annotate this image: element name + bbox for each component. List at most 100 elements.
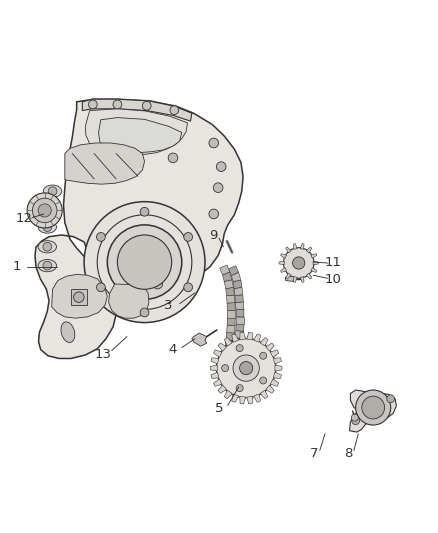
Circle shape [88,100,97,109]
Polygon shape [224,337,232,346]
Polygon shape [240,332,246,340]
Polygon shape [273,358,281,364]
Circle shape [48,187,57,196]
Polygon shape [229,266,239,276]
Polygon shape [232,334,239,342]
Circle shape [236,385,243,392]
Polygon shape [233,345,243,353]
Polygon shape [270,379,279,386]
Circle shape [236,345,243,352]
Polygon shape [210,365,217,371]
Polygon shape [227,318,235,326]
Polygon shape [254,334,261,342]
Polygon shape [226,325,235,333]
Circle shape [113,100,122,109]
Circle shape [184,283,193,292]
Polygon shape [293,277,297,282]
Ellipse shape [38,221,57,233]
Circle shape [170,106,179,115]
Text: 4: 4 [169,343,177,356]
Polygon shape [235,295,244,303]
Polygon shape [281,268,286,272]
Circle shape [32,198,57,223]
Polygon shape [224,280,233,289]
Polygon shape [306,247,312,253]
Polygon shape [260,390,268,399]
Polygon shape [227,303,235,310]
Polygon shape [226,287,234,296]
Polygon shape [235,330,244,338]
Polygon shape [273,372,281,378]
Text: 11: 11 [325,256,341,269]
Polygon shape [286,247,291,253]
Polygon shape [224,390,232,399]
Polygon shape [232,351,241,360]
Polygon shape [218,343,226,351]
Circle shape [209,138,219,148]
Circle shape [240,361,253,375]
Circle shape [96,232,105,241]
Ellipse shape [38,260,57,272]
Polygon shape [85,109,187,155]
Polygon shape [231,272,241,281]
Text: 13: 13 [95,348,111,361]
Polygon shape [300,244,304,249]
Polygon shape [71,289,87,305]
Text: 5: 5 [215,402,223,415]
Polygon shape [254,394,261,402]
Polygon shape [350,390,396,432]
Circle shape [352,417,360,425]
Circle shape [107,225,182,300]
Circle shape [43,243,52,251]
Polygon shape [211,358,219,364]
Circle shape [387,395,395,403]
Ellipse shape [38,241,57,253]
Polygon shape [227,310,235,318]
Polygon shape [223,272,232,281]
Polygon shape [236,302,244,310]
Circle shape [362,396,385,419]
Circle shape [140,207,149,216]
Circle shape [351,414,358,421]
Text: 3: 3 [164,300,173,312]
Polygon shape [311,268,317,272]
Polygon shape [226,333,234,341]
Polygon shape [109,284,149,318]
Polygon shape [226,295,235,303]
Circle shape [168,153,178,163]
Polygon shape [311,254,317,259]
Ellipse shape [41,203,60,215]
Polygon shape [240,397,246,404]
Circle shape [140,308,149,317]
Polygon shape [300,277,304,282]
Circle shape [209,209,219,219]
Circle shape [356,390,391,425]
Circle shape [27,193,62,228]
Text: 10: 10 [325,273,341,286]
Ellipse shape [43,185,62,197]
Polygon shape [214,350,222,357]
Polygon shape [220,265,230,275]
Circle shape [74,292,84,302]
Polygon shape [232,394,239,402]
Circle shape [216,338,276,398]
Polygon shape [266,343,274,351]
Circle shape [43,261,52,270]
Polygon shape [218,385,226,393]
Circle shape [293,257,305,269]
Text: 1: 1 [12,260,21,273]
Polygon shape [293,244,297,249]
Polygon shape [286,273,291,279]
Circle shape [117,235,172,289]
Polygon shape [279,261,284,265]
Polygon shape [236,324,244,332]
Polygon shape [65,143,145,184]
Polygon shape [313,261,318,265]
Circle shape [260,377,267,384]
Polygon shape [225,340,234,348]
Polygon shape [35,99,243,359]
Polygon shape [236,309,244,317]
Polygon shape [260,337,268,346]
Circle shape [216,162,226,172]
Polygon shape [99,118,182,152]
